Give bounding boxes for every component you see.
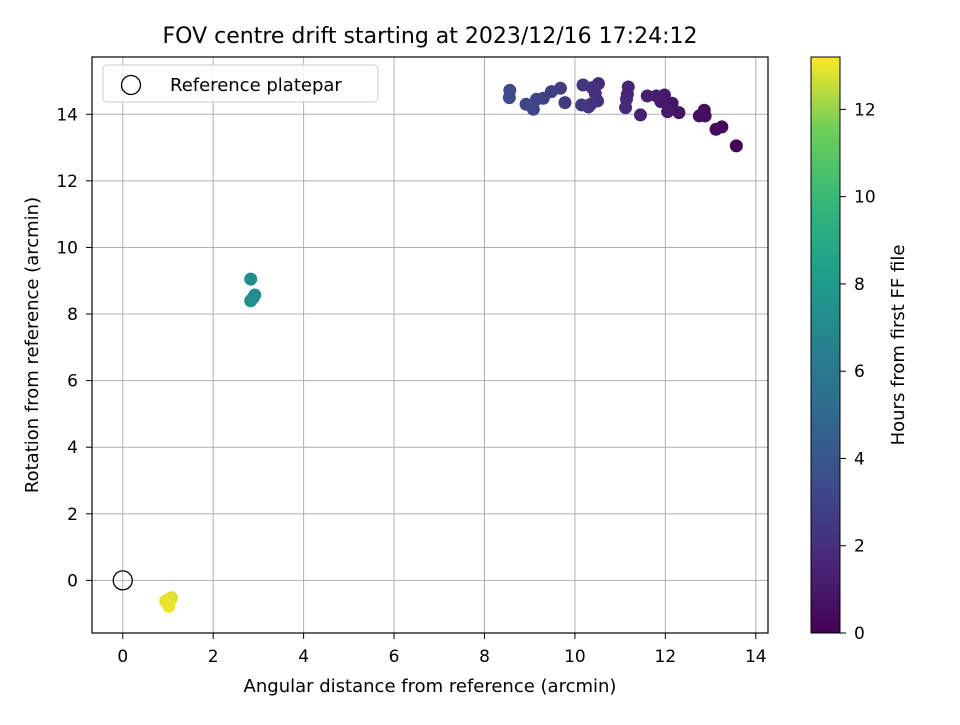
y-tick-label: 6	[67, 372, 78, 392]
data-point	[575, 98, 589, 112]
reference-platepar-marker	[112, 570, 133, 591]
data-point	[519, 97, 533, 111]
colorbar: 0 2 4 6 8 10 12 Hours from first FF file	[810, 56, 909, 644]
y-tick-label: 2	[67, 505, 78, 525]
data-point	[640, 89, 654, 103]
colorbar-tick-label: 6	[854, 362, 865, 382]
data-point	[529, 92, 543, 106]
y-axis-label: Rotation from reference (arcmin)	[22, 197, 43, 493]
data-point	[672, 106, 686, 120]
x-axis-label: Angular distance from reference (arcmin)	[244, 676, 617, 697]
legend-box	[102, 64, 379, 103]
grid	[92, 57, 768, 633]
colorbar-tick-label: 0	[854, 624, 865, 644]
data-point	[502, 91, 516, 105]
data-point	[729, 139, 743, 153]
data-point	[692, 109, 706, 123]
x-tick-label: 8	[479, 647, 490, 667]
colorbar-tick-label: 10	[854, 188, 876, 208]
x-tick-label: 6	[389, 647, 400, 667]
x-tick-label: 0	[117, 647, 128, 667]
data-points	[159, 77, 743, 613]
colorbar-tick-label: 4	[854, 449, 865, 469]
data-point	[244, 272, 258, 286]
data-point	[649, 89, 663, 103]
data-point	[558, 96, 572, 110]
y-axis-ticks: 0 2 4 6 8 10 12 14	[56, 105, 92, 591]
colorbar-tick-label: 2	[854, 537, 865, 557]
x-tick-label: 4	[298, 647, 309, 667]
y-tick-label: 14	[56, 105, 78, 125]
y-tick-label: 12	[56, 172, 78, 192]
chart-title: FOV centre drift starting at 2023/12/16 …	[163, 24, 698, 49]
x-tick-label: 10	[564, 647, 586, 667]
colorbar-label: Hours from first FF file	[888, 245, 909, 446]
colorbar-ticks: 0 2 4 6 8 10 12	[840, 100, 876, 644]
colorbar-tick-label: 8	[854, 275, 865, 295]
reference-marker-group	[112, 570, 133, 591]
data-point	[709, 122, 723, 136]
x-tick-label: 2	[208, 647, 219, 667]
colorbar-tick-label: 12	[854, 100, 876, 120]
y-tick-label: 8	[67, 305, 78, 325]
data-point	[162, 599, 176, 613]
data-point	[244, 294, 258, 308]
y-tick-label: 10	[56, 238, 78, 258]
legend: Reference platepar	[102, 64, 379, 103]
y-tick-label: 4	[67, 438, 78, 458]
data-point	[633, 108, 647, 122]
plot-frame	[91, 56, 769, 634]
x-tick-label: 12	[655, 647, 677, 667]
data-point	[661, 105, 675, 119]
x-tick-label: 14	[745, 647, 767, 667]
data-point	[619, 101, 633, 115]
legend-hollow-circle-icon	[120, 74, 142, 96]
colorbar-gradient	[810, 56, 841, 634]
data-point	[576, 78, 590, 92]
legend-label: Reference platepar	[170, 75, 342, 96]
x-axis-ticks: 0 2 4 6 8 10 12 14	[117, 633, 767, 667]
y-tick-label: 0	[67, 571, 78, 591]
